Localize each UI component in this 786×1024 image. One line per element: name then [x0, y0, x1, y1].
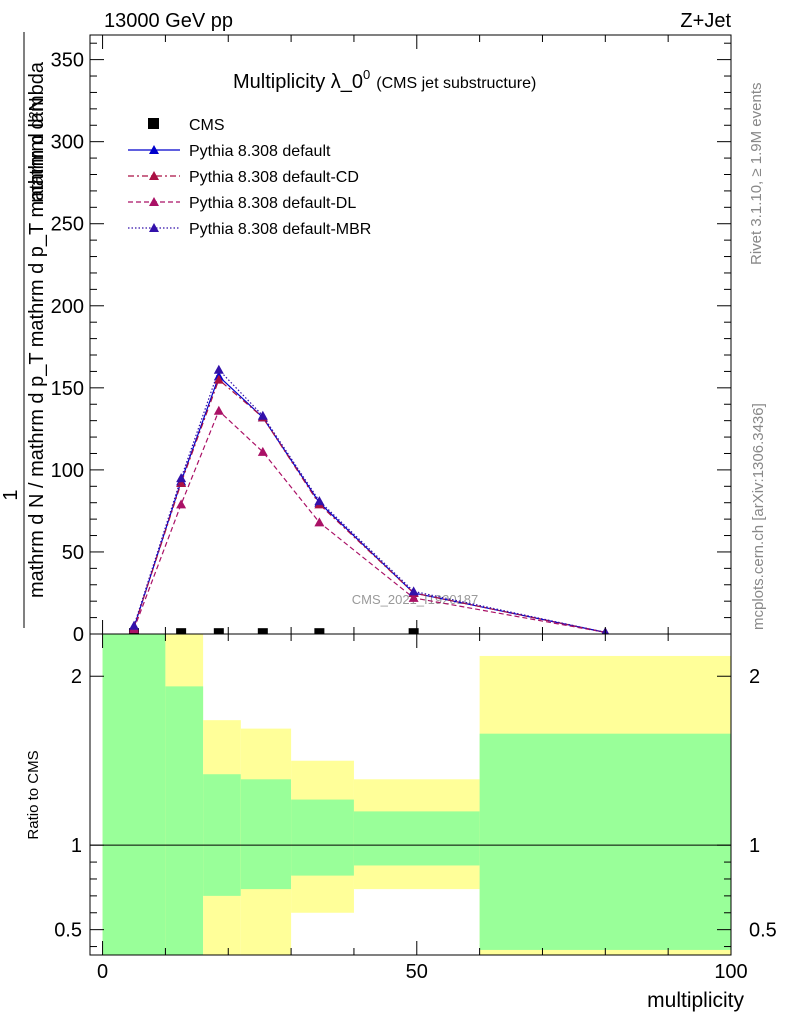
legend-entry: Pythia 8.308 default	[128, 143, 331, 160]
y-label-denominator: mathrm d N / mathrm d p_T mathrm d p_T m…	[26, 61, 48, 598]
ratio-y-tick-label-right: 2	[749, 666, 760, 688]
ratio-y-tick-label-right: 1	[749, 835, 760, 857]
ratio-y-tick-label: 1	[71, 835, 82, 857]
series-marker-triangle	[408, 592, 419, 602]
ratio-plot-frame	[89, 633, 732, 956]
chart-title: Multiplicity λ_00 (CMS jet substructure)	[233, 67, 536, 93]
ratio-inner-band	[479, 733, 731, 950]
series-marker-triangle	[149, 197, 159, 206]
legend-entry: Pythia 8.308 default-MBR	[128, 221, 371, 238]
legend-entry: Pythia 8.308 default-CD	[128, 169, 359, 186]
header-energy-label: 13000 GeV pp	[104, 10, 233, 32]
ratio-inner-band	[240, 779, 292, 890]
ratio-y-tick-label: 2	[71, 666, 82, 688]
cms-data-point	[314, 628, 325, 639]
main-y-tick-label: 250	[51, 214, 84, 236]
main-plot-panel: CMS_2021_I1920187 050100150200250300350 …	[0, 32, 732, 646]
legend-label: Pythia 8.308 default-MBR	[189, 221, 371, 238]
ratio-inner-band	[102, 634, 166, 955]
main-y-tick-label: 350	[51, 50, 84, 72]
legend-label: Pythia 8.308 default-DL	[189, 195, 356, 212]
cms-data-point	[257, 628, 268, 639]
series-0	[128, 628, 419, 639]
x-tick-label: 50	[406, 961, 428, 983]
series-marker-triangle	[149, 223, 159, 232]
chart-title-main: Multiplicity λ_0	[233, 71, 363, 93]
rivet-version-label: Rivet 3.1.10, ≥ 1.9M events	[748, 83, 765, 266]
chart-subtitle: (CMS jet substructure)	[376, 75, 536, 92]
main-y-axis-label: 1 mathrm d²N mathrm d N / mathrm d p_T m…	[0, 32, 48, 628]
series-marker-triangle	[257, 410, 268, 420]
legend-label: CMS	[189, 117, 225, 134]
legend-marker-square	[148, 118, 159, 129]
ratio-inner-band	[203, 774, 241, 896]
main-y-tick-label: 200	[51, 296, 84, 318]
x-axis-label: multiplicity	[647, 989, 744, 1012]
main-y-tick-label: 0	[73, 624, 84, 646]
main-y-tick-label: 50	[62, 542, 84, 564]
main-y-tick-label: 100	[51, 460, 84, 482]
main-y-tick-label: 300	[51, 132, 84, 154]
ratio-y-axis-label: Ratio to CMS	[25, 750, 42, 839]
cms-data-point	[176, 628, 187, 639]
series-marker-triangle	[257, 446, 268, 456]
series-marker-triangle	[213, 364, 224, 374]
series-marker-triangle	[314, 496, 325, 506]
ratio-y-tick-label-right: 0.5	[749, 920, 777, 942]
series-marker-triangle	[128, 620, 139, 630]
cms-data-point	[128, 628, 139, 639]
x-tick-label: 100	[714, 961, 747, 983]
mcplots-credit-label: mcplots.cern.ch [arXiv:1306.3436]	[750, 403, 767, 630]
series-marker-triangle	[314, 517, 325, 527]
series-marker-triangle	[213, 405, 224, 415]
main-plot-area	[90, 35, 731, 634]
ratio-x-axis: 0 50 100	[97, 634, 748, 983]
legend-label: Pythia 8.308 default-CD	[189, 169, 359, 186]
header-process-label: Z+Jet	[680, 10, 731, 32]
legend-label: Pythia 8.308 default	[189, 143, 331, 160]
cms-data-point	[213, 628, 224, 639]
main-y-axis: 0 50 100 150 200 250 300 350	[51, 42, 731, 646]
ratio-inner-band	[353, 811, 480, 866]
series-marker-triangle	[213, 374, 224, 384]
series-marker-triangle	[149, 171, 159, 180]
y-label-numerator: mathrm d²N	[26, 97, 48, 203]
series-marker-triangle	[408, 586, 419, 596]
cms-data-point	[408, 628, 419, 639]
main-y-tick-label: 150	[51, 378, 84, 400]
ratio-y-tick-label: 0.5	[54, 920, 82, 942]
chart-title-superscript: 0	[363, 67, 370, 82]
x-tick-label: 0	[97, 961, 108, 983]
ratio-inner-band	[291, 799, 354, 876]
ratio-y-axis: 0.5 0.5 1 1 2 2	[54, 666, 777, 948]
series-marker-triangle	[176, 499, 187, 509]
ratio-inner-band	[165, 686, 204, 955]
ratio-plot-panel: 0.5 0.5 1 1 2 2 0 50 100 Ratio to CMS multiplic…	[25, 633, 777, 1012]
main-x-axis	[102, 35, 732, 634]
legend-entry: Pythia 8.308 default-DL	[128, 195, 356, 212]
series-3	[128, 405, 611, 637]
ratio-bands-layer	[102, 634, 731, 955]
legend: CMS Pythia 8.308 default Pythia 8.308 defa…	[128, 117, 371, 238]
legend-entry: CMS	[148, 117, 225, 134]
series-marker-triangle	[176, 473, 187, 483]
y-label-lead: 1	[0, 489, 22, 500]
series-marker-triangle	[149, 145, 159, 154]
